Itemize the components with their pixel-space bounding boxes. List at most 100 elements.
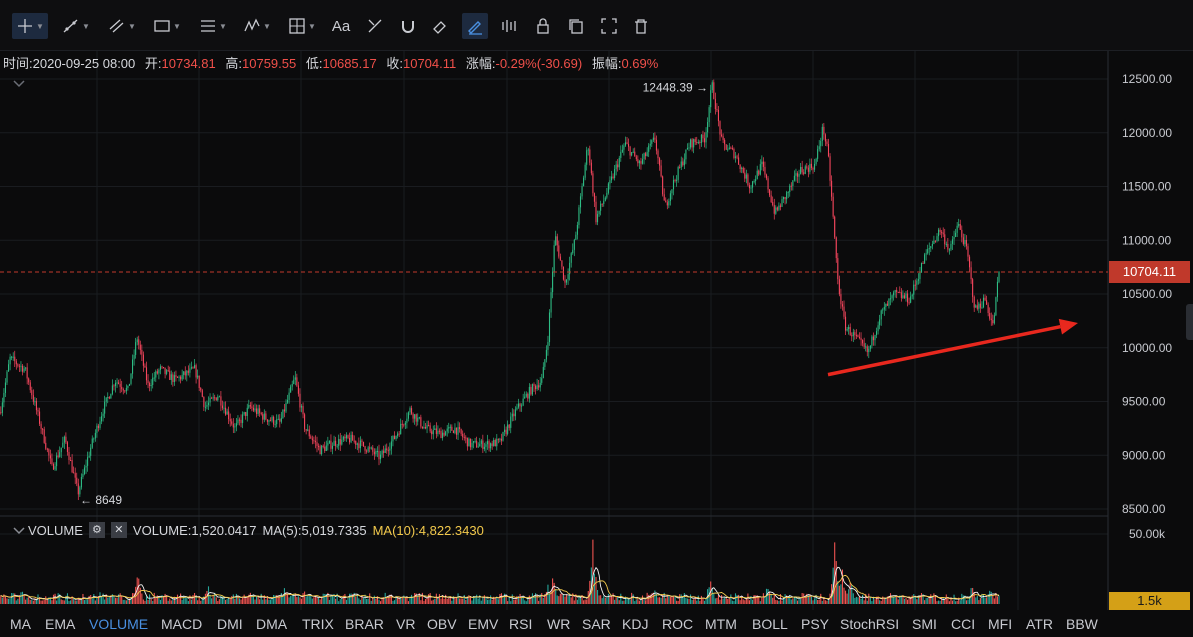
close-icon[interactable]: ✕	[110, 522, 127, 538]
volume-bar-538	[834, 542, 836, 604]
candle-body-556	[862, 340, 864, 344]
indicator-tab-psy[interactable]: PSY	[801, 615, 830, 632]
chevron-down-icon[interactable]: ▼	[219, 21, 227, 31]
indicator-tab-macd[interactable]: MACD	[161, 615, 203, 632]
indicator-tab-emv[interactable]: EMV	[468, 615, 499, 632]
rectangle-tool-button[interactable]: ▼	[149, 13, 185, 39]
chevron-down-icon[interactable]: ▼	[173, 21, 181, 31]
volume-bar-167	[259, 599, 261, 604]
volume-bar-364	[564, 596, 566, 604]
chevron-down-icon[interactable]: ▼	[36, 21, 44, 31]
lock-all-tool-button[interactable]	[496, 13, 522, 39]
indicator-tab-wr[interactable]: WR	[547, 615, 571, 632]
chart-grid	[0, 50, 1108, 516]
candle-body-397	[615, 164, 617, 170]
candle-body-338	[524, 396, 526, 399]
side-panel-handle[interactable]	[1186, 304, 1193, 340]
chevron-down-icon[interactable]: ▼	[128, 21, 136, 31]
volume-bar-162	[251, 596, 253, 604]
candle-body-119	[184, 371, 186, 376]
candle-body-254	[393, 435, 396, 439]
candle-body-311	[482, 440, 484, 450]
candle-body-626	[970, 267, 972, 280]
chevron-down-icon[interactable]: ▼	[308, 21, 316, 31]
chevron-down-icon[interactable]: ▼	[263, 21, 271, 31]
candle-body-449	[696, 142, 698, 144]
volume-bar-609	[944, 599, 946, 604]
candle-body-405	[628, 143, 630, 147]
volume-bar-193	[299, 597, 301, 604]
volume-bar-533	[826, 600, 828, 604]
lock-tool-button[interactable]	[530, 13, 556, 39]
volume-bar-545	[845, 590, 847, 604]
indicator-tab-mfi[interactable]: MFI	[988, 615, 1013, 632]
trend-line-tool-button[interactable]: ▼	[58, 13, 94, 39]
indicator-tab-ma[interactable]: MA	[10, 615, 31, 632]
indicator-tab-mtm[interactable]: MTM	[705, 615, 737, 632]
volume-bar-215	[333, 593, 335, 604]
volume-bar-180	[279, 595, 281, 604]
indicator-tab-kdj[interactable]: KDJ	[622, 615, 649, 632]
chevron-down-icon[interactable]: ▼	[82, 21, 90, 31]
volume-bar-285	[442, 595, 444, 604]
crosshair-tool-button[interactable]: ▼	[12, 13, 48, 39]
screenshot-tool-button[interactable]	[596, 13, 622, 39]
volume-bar-11	[17, 598, 19, 604]
volume-bar-405	[628, 599, 630, 604]
indicator-tab-atr[interactable]: ATR	[1026, 615, 1053, 632]
indicator-tab-sar[interactable]: SAR	[582, 615, 611, 632]
indicator-tab-vr[interactable]: VR	[396, 615, 416, 632]
candle-body-420	[651, 140, 653, 144]
indicator-tab-bbw[interactable]: BBW	[1066, 615, 1098, 632]
trash-tool-button[interactable]	[628, 13, 654, 39]
trend-arrow[interactable]	[827, 318, 1078, 377]
candle-body-525	[814, 163, 816, 170]
volume-bar-564	[874, 599, 876, 604]
indicator-tab-rsi[interactable]: RSI	[509, 615, 533, 632]
magnet-tool-button[interactable]	[395, 13, 421, 39]
indicator-tab-stochrsi[interactable]: StochRSI	[840, 615, 900, 632]
indicator-tab-cci[interactable]: CCI	[951, 615, 976, 632]
volume-collapse-chevron-icon[interactable]	[13, 527, 25, 535]
indicator-tab-dma[interactable]: DMA	[256, 615, 288, 632]
volume-bar-107	[166, 595, 168, 604]
candle-body-322	[499, 438, 501, 440]
collapse-chevron-icon[interactable]	[13, 80, 25, 88]
indicator-tab-ema[interactable]: EMA	[45, 615, 76, 632]
indicator-tab-smi[interactable]: SMI	[912, 615, 937, 632]
indicator-tab-obv[interactable]: OBV	[427, 615, 457, 632]
volume-bar-328	[508, 597, 510, 604]
volume-bar-135	[209, 594, 211, 604]
ruler-pencil-tool-button[interactable]	[362, 13, 388, 39]
draw-mode-tool-button[interactable]	[462, 13, 488, 39]
wave-tool-button[interactable]: ▼	[239, 13, 275, 39]
candle-body-211	[327, 442, 329, 446]
indicator-tab-volume[interactable]: VOLUME	[89, 615, 149, 632]
volume-bar-390	[604, 597, 606, 604]
multi-line-tool-button[interactable]: ▼	[104, 13, 140, 39]
volume-bar-194	[300, 598, 303, 604]
volume-bar-44	[68, 600, 70, 604]
amplitude-label: 振幅:	[591, 56, 622, 71]
indicator-tab-roc[interactable]: ROC	[662, 615, 694, 632]
copy-tool-button[interactable]	[563, 13, 589, 39]
text-tool-button[interactable]: Aa	[328, 13, 354, 39]
trash-icon	[635, 19, 647, 34]
indicator-tab-dmi[interactable]: DMI	[217, 615, 243, 632]
candle-body-287	[445, 431, 447, 436]
candle-body-318	[493, 439, 495, 446]
candle-body-345	[535, 385, 537, 390]
candle-body-298	[462, 433, 464, 437]
indicator-tab-trix[interactable]: TRIX	[302, 615, 334, 632]
measure-grid-tool-button[interactable]: ▼	[284, 13, 320, 39]
horizontal-lines-tool-button[interactable]: ▼	[195, 13, 231, 39]
eraser-tool-button[interactable]	[427, 13, 453, 39]
indicator-tab-boll[interactable]: BOLL	[752, 615, 788, 632]
candle-body-447	[693, 139, 695, 148]
candle-body-129	[200, 387, 202, 391]
indicator-tab-brar[interactable]: BRAR	[345, 615, 384, 632]
volume-bar-42	[65, 595, 67, 604]
gear-icon[interactable]: ⚙	[88, 522, 105, 538]
volume-bar-131	[203, 596, 205, 604]
